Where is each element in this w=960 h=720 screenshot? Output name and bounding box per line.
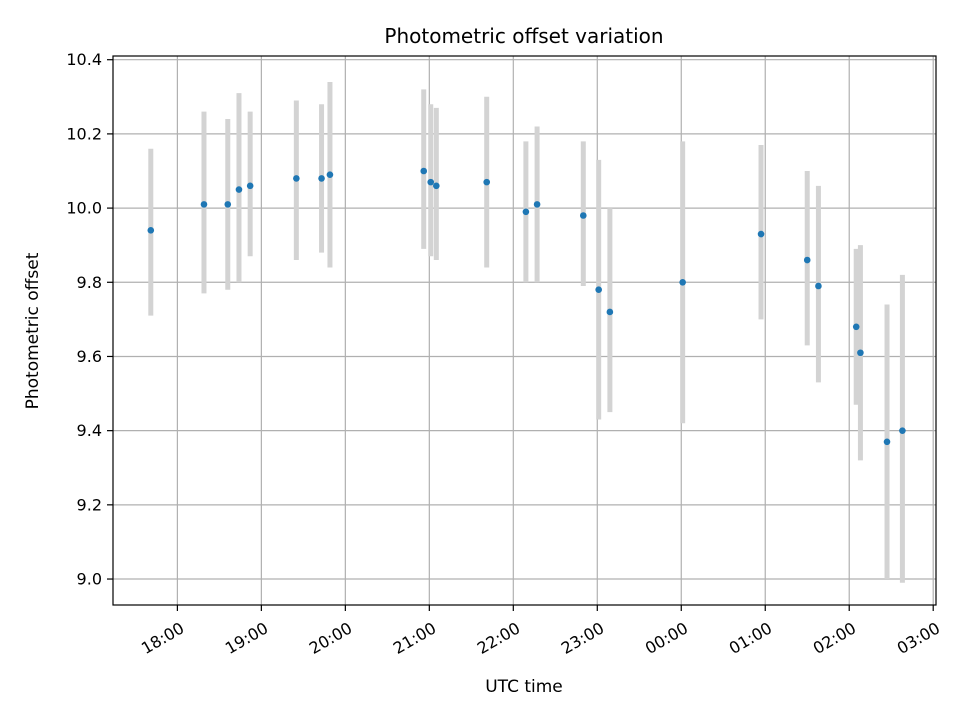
x-tick-label: 03:00 — [894, 618, 943, 658]
data-point — [318, 175, 325, 182]
y-tick-label: 10.0 — [66, 199, 102, 218]
data-point — [533, 201, 541, 208]
y-tick-label: 9.6 — [77, 347, 102, 366]
data-point — [427, 178, 435, 186]
grid — [113, 56, 936, 605]
data-point — [679, 278, 686, 286]
x-tick-label: 00:00 — [642, 618, 691, 658]
data-point — [293, 175, 300, 182]
data-point — [857, 349, 864, 357]
x-tick-label: 20:00 — [306, 618, 355, 658]
plot-area-frame — [112, 55, 937, 606]
chart-title: Photometric offset variation — [384, 24, 663, 48]
x-tick-label: 02:00 — [810, 618, 859, 658]
y-tick-label: 9.2 — [77, 495, 102, 514]
data-point — [595, 286, 602, 293]
data-points — [147, 167, 906, 446]
data-point — [522, 208, 530, 216]
data-point — [433, 182, 440, 190]
y-axis-title: Photometric offset — [23, 252, 43, 409]
x-tick-label: 01:00 — [726, 618, 775, 658]
data-point — [803, 256, 811, 264]
data-point — [606, 308, 614, 316]
data-point — [899, 427, 906, 434]
x-tick-label: 21:00 — [390, 618, 439, 658]
data-point — [235, 186, 243, 193]
y-tick-label: 9.0 — [77, 570, 102, 589]
data-point — [815, 282, 822, 290]
y-axis: 9.0 9.2 9.4 9.6 9.8 10.0 10.2 10.4 — [66, 50, 113, 589]
x-tick-label: 22:00 — [474, 618, 523, 658]
x-axis: 18:00 19:00 20:00 21:00 22:00 23:00 00:00 01:00… — [138, 605, 943, 658]
data-point — [147, 227, 155, 234]
data-point — [579, 212, 587, 219]
data-point — [757, 230, 765, 238]
data-point — [883, 438, 891, 446]
data-point — [852, 323, 860, 331]
data-point — [246, 182, 254, 190]
data-point — [224, 201, 232, 208]
data-point — [420, 167, 428, 175]
data-point — [326, 171, 334, 179]
y-tick-label: 10.4 — [66, 50, 102, 69]
x-tick-label: 23:00 — [558, 618, 607, 658]
data-point — [483, 178, 491, 186]
y-tick-label: 9.4 — [77, 421, 102, 440]
y-tick-label: 9.8 — [77, 273, 102, 292]
x-tick-label: 18:00 — [138, 618, 187, 658]
error-bars — [148, 81, 905, 583]
data-point — [200, 201, 208, 208]
x-tick-label: 19:00 — [222, 618, 271, 658]
y-tick-label: 10.2 — [66, 124, 102, 143]
x-axis-title: UTC time — [485, 677, 563, 697]
